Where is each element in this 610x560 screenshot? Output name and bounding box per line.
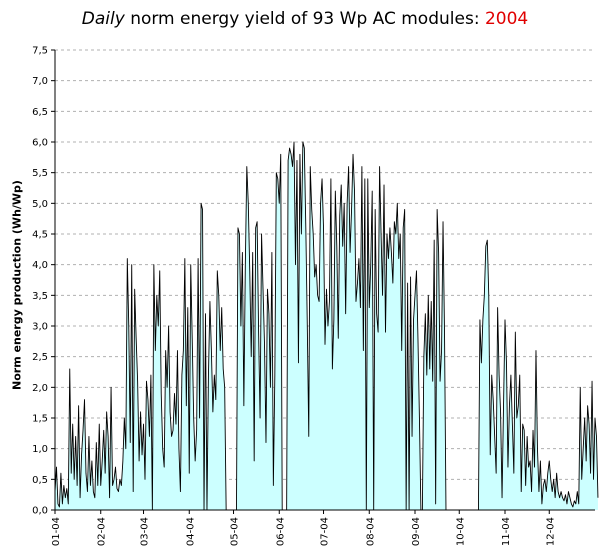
x-tick-label: 02-04	[97, 517, 108, 546]
x-tick-label: 07-04	[320, 517, 331, 546]
y-tick-label: 5,0	[32, 199, 48, 210]
y-tick-labels: 0,0 0,5 1,0 1,5 2,0 2,5 3,0 3,5 4,0 4,5 5,0 5,5 6,0 6…	[32, 46, 55, 517]
y-tick-label: 6,5	[32, 107, 48, 118]
y-tick-label: 1,5	[32, 414, 48, 425]
y-tick-label: 6,0	[32, 138, 48, 149]
x-tick-label: 05-04	[230, 517, 241, 546]
series-layer	[54, 141, 599, 511]
y-tick-label: 1,0	[32, 444, 48, 455]
y-tick-label: 2,0	[32, 383, 48, 394]
title-italic-word: Daily	[81, 9, 125, 29]
x-tick-labels: 01-04 02-04 03-04 04-04 05-04 06-04 07-04 08-04…	[51, 510, 556, 546]
x-tick-label: 12-04	[545, 517, 556, 546]
title-year: 2004	[484, 9, 529, 29]
series-line	[54, 141, 599, 511]
y-tick-label: 4,0	[32, 260, 48, 271]
y-tick-label: 7,5	[32, 46, 48, 57]
x-tick-label: 09-04	[411, 517, 422, 546]
series-area	[55, 142, 598, 510]
chart-title: Daily norm energy yield of 93 Wp AC modu…	[0, 9, 610, 29]
y-tick-label: 5,5	[32, 168, 48, 179]
x-tick-label: 10-04	[455, 517, 466, 546]
x-tick-label: 08-04	[365, 517, 376, 546]
x-tick-label: 03-04	[140, 517, 151, 546]
y-tick-label: 0,5	[32, 475, 48, 486]
x-tick-label: 01-04	[51, 517, 62, 546]
title-main-text: norm energy yield of 93 Wp AC modules:	[130, 9, 480, 29]
y-tick-label: 0,0	[32, 506, 48, 517]
x-tick-label: 06-04	[275, 517, 286, 546]
y-tick-label: 4,5	[32, 230, 48, 241]
y-tick-label: 3,0	[32, 322, 48, 333]
y-tick-label: 3,5	[32, 291, 48, 302]
x-tick-label: 04-04	[185, 517, 196, 546]
y-tick-label: 7,0	[32, 76, 48, 87]
x-tick-label: 11-04	[501, 517, 512, 546]
y-tick-label: 2,5	[32, 352, 48, 363]
